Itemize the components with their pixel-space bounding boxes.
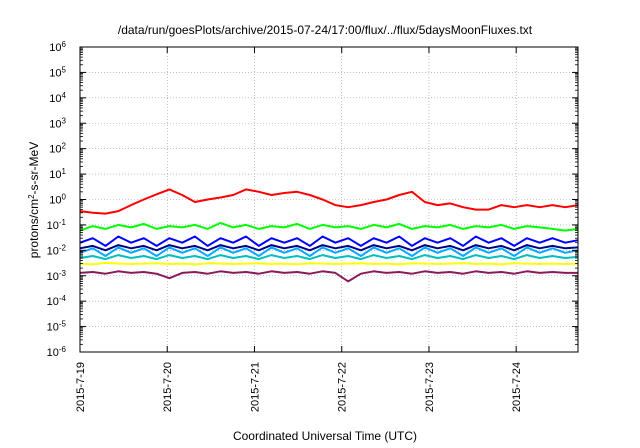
series-line-7 <box>79 270 578 283</box>
x-tick-label: 2015-7-20 <box>162 362 174 412</box>
series-line-5 <box>79 254 579 261</box>
y-tick-label: 106 <box>49 40 66 55</box>
series-line-6 <box>79 261 579 266</box>
y-axis-label-main: protons/cm <box>27 199 41 258</box>
y-axis-label-sup: 2 <box>27 194 36 199</box>
y-tick-label: 100 <box>49 192 66 207</box>
y-tick-label: 10-5 <box>47 319 67 334</box>
y-axis: 10-6 10-5 10-4 10-3 10-2 10-1 100 101 102 103 104 1… <box>47 40 578 360</box>
y-tick-label: 104 <box>49 90 66 105</box>
x-axis-label: Coordinated Universal Time (UTC) <box>233 429 417 443</box>
y-tick-label: 10-2 <box>47 243 67 257</box>
x-tick-label: 2015-7-19 <box>75 362 87 412</box>
y-tick-label: 102 <box>49 141 66 156</box>
y-tick-label: 103 <box>49 116 66 131</box>
y-axis-label-rest: -s-sr-MeV <box>27 142 41 195</box>
x-tick-label: 2015-7-21 <box>249 362 261 412</box>
y-tick-label: 10-1 <box>47 217 67 232</box>
grid <box>80 47 578 352</box>
series-line-0 <box>79 188 579 215</box>
x-axis: 2015-7-19 2015-7-20 2015-7-21 2015-7-22 2015… <box>75 47 523 412</box>
series-line-2 <box>79 235 579 247</box>
x-tick-label: 2015-7-24 <box>511 362 523 412</box>
y-tick-label: 101 <box>49 167 66 182</box>
y-tick-label: 105 <box>49 65 66 80</box>
series-lines <box>79 188 579 283</box>
x-tick-label: 2015-7-23 <box>424 362 436 412</box>
y-tick-label: 10-3 <box>47 268 67 283</box>
chart-title: /data/run/goesPlots/archive/2015-07-24/1… <box>118 23 533 37</box>
y-tick-label: 10-4 <box>47 294 67 309</box>
y-axis-label: protons/cm2-s-sr-MeV <box>27 142 42 258</box>
x-tick-label: 2015-7-22 <box>337 362 349 412</box>
series-line-4 <box>79 246 579 257</box>
series-line-1 <box>79 221 579 232</box>
series-line-3 <box>79 244 579 252</box>
y-tick-label: 10-6 <box>47 345 67 360</box>
